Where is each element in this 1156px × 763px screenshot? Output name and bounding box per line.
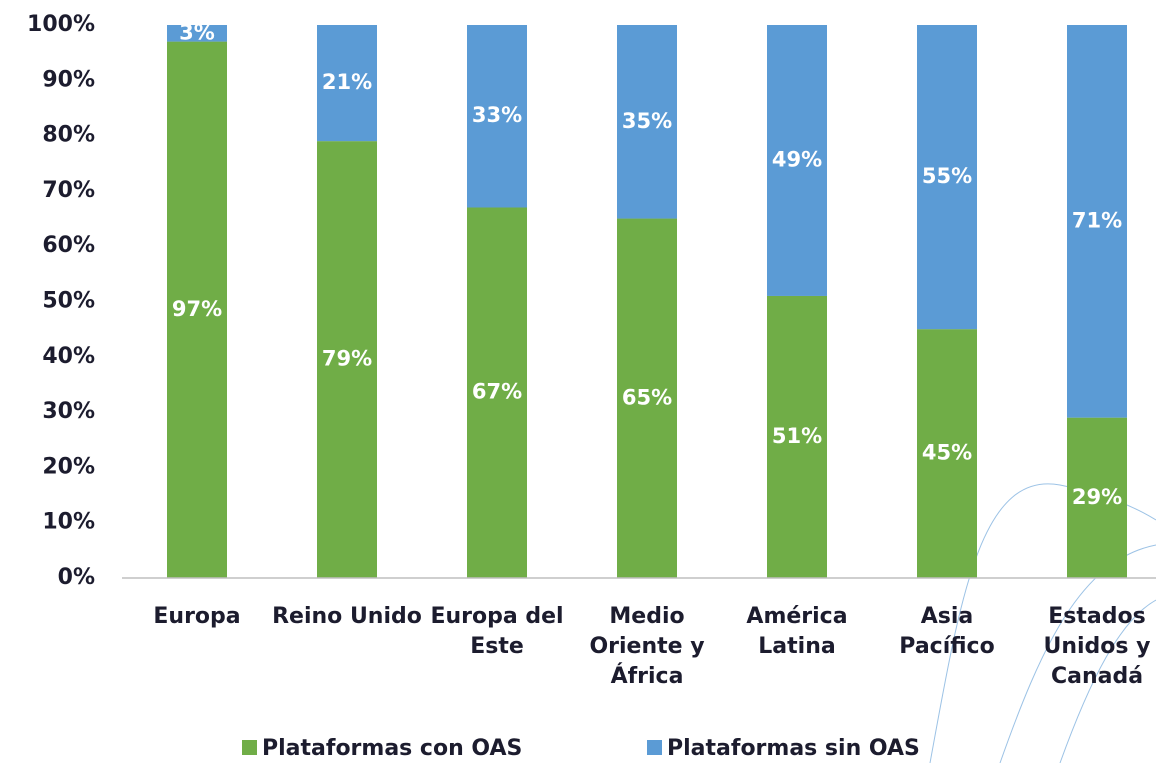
y-tick-label: 10% <box>42 510 95 535</box>
x-tick-label: Reino Unido <box>272 604 422 629</box>
bar-segment <box>917 25 977 330</box>
x-tick-label: Europa <box>153 604 241 629</box>
bar-segment <box>1067 25 1127 418</box>
y-tick-label: 60% <box>42 233 95 258</box>
bar-segment <box>317 141 377 578</box>
value-label: 3% <box>179 20 215 44</box>
legend-label: Plataformas sin OAS <box>667 736 920 761</box>
y-tick-label: 50% <box>42 289 95 314</box>
y-tick-label: 80% <box>42 123 95 148</box>
y-tick-label: 70% <box>42 178 95 203</box>
y-tick-label: 40% <box>42 344 95 369</box>
bar-segment <box>167 25 227 42</box>
x-tick-label: Estados Unidos y Canadá <box>1043 604 1151 689</box>
bar-segment <box>167 41 227 578</box>
value-label: 21% <box>322 70 372 94</box>
y-tick-label: 100% <box>27 12 95 37</box>
value-label: 67% <box>472 380 522 404</box>
bar-segment <box>1067 417 1127 578</box>
value-label: 65% <box>622 385 672 409</box>
bar-segment <box>317 25 377 142</box>
bar-segment <box>767 25 827 296</box>
bar-segment <box>467 207 527 579</box>
value-label: 71% <box>1072 208 1122 232</box>
legend-swatch <box>647 740 662 755</box>
bar-segment <box>617 25 677 219</box>
value-label: 55% <box>922 164 972 188</box>
bar-segment <box>767 295 827 578</box>
x-tick-label: Medio Oriente y África <box>589 604 705 689</box>
value-label: 97% <box>172 297 222 321</box>
value-label: 79% <box>322 347 372 371</box>
value-label: 45% <box>922 441 972 465</box>
y-tick-label: 90% <box>42 67 95 92</box>
bar-segment <box>467 25 527 208</box>
legend-swatch <box>242 740 257 755</box>
y-tick-label: 30% <box>42 399 95 424</box>
bar-segment <box>617 218 677 579</box>
x-tick-label: Asia Pacífico <box>899 604 995 659</box>
value-label: 29% <box>1072 485 1122 509</box>
legend-label: Plataformas con OAS <box>262 736 522 761</box>
x-tick-label: Europa del Este <box>430 604 564 659</box>
value-label: 35% <box>622 109 672 133</box>
bar-segment <box>917 329 977 578</box>
x-tick-label: América Latina <box>746 604 848 659</box>
y-tick-label: 0% <box>58 565 95 590</box>
value-label: 51% <box>772 424 822 448</box>
value-label: 49% <box>772 147 822 171</box>
y-tick-label: 20% <box>42 454 95 479</box>
value-label: 33% <box>472 103 522 127</box>
